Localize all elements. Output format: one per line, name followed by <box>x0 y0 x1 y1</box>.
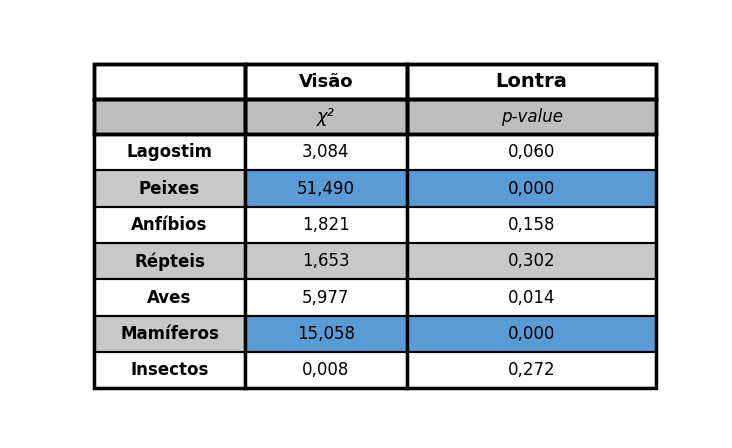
Bar <box>94 243 244 280</box>
Text: 0,272: 0,272 <box>508 361 556 379</box>
Bar <box>407 352 656 388</box>
Text: Insectos: Insectos <box>130 361 209 379</box>
Text: p-value: p-value <box>501 108 563 125</box>
Text: Peixes: Peixes <box>139 180 200 198</box>
Bar <box>94 64 244 99</box>
Bar <box>94 243 244 280</box>
Text: 1,653: 1,653 <box>302 252 350 270</box>
Text: Répteis: Répteis <box>134 252 205 271</box>
Bar <box>94 316 244 352</box>
Bar <box>244 171 407 207</box>
Bar <box>94 207 244 243</box>
Text: 0,000: 0,000 <box>508 180 556 198</box>
Bar <box>244 243 407 280</box>
Text: Anfíbios: Anfíbios <box>131 216 208 234</box>
Bar <box>244 352 407 388</box>
Bar <box>244 280 407 316</box>
Bar <box>244 171 407 207</box>
Bar <box>94 280 244 316</box>
Bar <box>94 352 244 388</box>
Bar <box>94 280 244 316</box>
Bar <box>407 171 656 207</box>
Bar <box>244 316 407 352</box>
Bar <box>407 134 656 171</box>
Text: Lontra: Lontra <box>496 72 567 91</box>
Text: 1,821: 1,821 <box>302 216 350 234</box>
Text: 0,000: 0,000 <box>508 325 556 343</box>
Bar <box>94 99 244 134</box>
Text: 0,158: 0,158 <box>508 216 556 234</box>
Text: 0,014: 0,014 <box>508 289 556 306</box>
Bar <box>94 316 244 352</box>
Bar <box>407 171 656 207</box>
Bar <box>407 64 656 99</box>
Bar <box>244 99 407 134</box>
Bar <box>244 243 407 280</box>
Bar <box>244 352 407 388</box>
Bar <box>244 280 407 316</box>
Bar <box>244 316 407 352</box>
Text: Mamíferos: Mamíferos <box>120 325 219 343</box>
Bar <box>244 134 407 171</box>
Text: Lagostim: Lagostim <box>127 143 212 161</box>
Bar <box>407 280 656 316</box>
Text: χ²: χ² <box>317 108 335 125</box>
Bar <box>407 316 656 352</box>
Bar <box>94 171 244 207</box>
Bar <box>244 64 407 99</box>
Bar <box>94 171 244 207</box>
Bar <box>94 134 244 171</box>
Bar <box>94 134 244 171</box>
Bar <box>94 207 244 243</box>
Bar <box>244 64 407 99</box>
Text: Visão: Visão <box>299 73 353 90</box>
Bar <box>407 99 656 134</box>
Text: 0,302: 0,302 <box>508 252 556 270</box>
Bar <box>244 99 407 134</box>
Bar <box>244 134 407 171</box>
Bar <box>407 316 656 352</box>
Text: 15,058: 15,058 <box>297 325 355 343</box>
Bar <box>94 352 244 388</box>
Text: 0,008: 0,008 <box>302 361 350 379</box>
Text: Aves: Aves <box>147 289 192 306</box>
Bar <box>94 64 244 99</box>
Text: 51,490: 51,490 <box>297 180 355 198</box>
Bar <box>407 243 656 280</box>
Bar <box>407 352 656 388</box>
Bar <box>244 207 407 243</box>
Bar <box>407 280 656 316</box>
Bar <box>407 243 656 280</box>
Bar <box>244 207 407 243</box>
Bar <box>407 207 656 243</box>
Bar <box>407 64 656 99</box>
Text: 0,060: 0,060 <box>508 143 556 161</box>
Bar <box>407 99 656 134</box>
Bar <box>94 99 244 134</box>
Bar <box>94 64 244 99</box>
Bar <box>407 207 656 243</box>
Text: 3,084: 3,084 <box>302 143 350 161</box>
Bar <box>407 134 656 171</box>
Text: 5,977: 5,977 <box>302 289 350 306</box>
